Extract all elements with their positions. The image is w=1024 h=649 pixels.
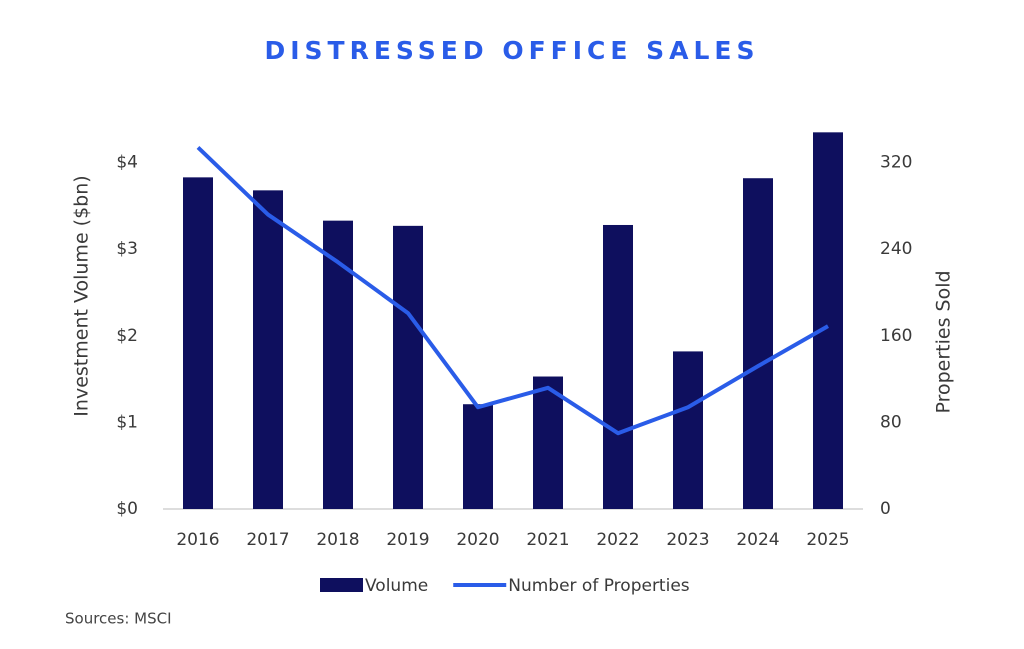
bar [393,225,423,510]
y-tick-label: $3 [116,239,138,259]
y2-tick-label: 160 [880,326,912,346]
y2-tick-label: 320 [880,153,912,173]
y2-tick-label: 240 [880,239,912,259]
chart-title: DISTRESSED OFFICE SALES [264,36,759,65]
legend-label: Volume [365,576,428,596]
x-tick-label: 2017 [246,530,289,550]
bar [463,404,493,509]
source-note: Sources: MSCI [65,610,172,628]
y-tick-label: $1 [116,412,138,432]
x-tick-label: 2023 [666,530,709,550]
bar [743,178,773,510]
line [196,146,829,436]
x-tick-label: 2022 [596,530,639,550]
x-tick-label: 2019 [386,530,429,550]
x-tick-label: 2025 [806,530,849,550]
x-tick-label: 2021 [526,530,569,550]
x-tick-label: 2018 [316,530,359,550]
bar [603,224,633,509]
y2-tick-label: 0 [880,499,891,519]
bar [813,132,843,510]
x-tick-label: 2024 [736,530,779,550]
bar [673,351,703,509]
y-tick-label: $0 [116,499,138,519]
legend-label: Number of Properties [508,576,690,596]
legend-swatch [320,578,363,592]
y2-tick-label: 80 [880,412,902,432]
x-tick-label: 2020 [456,530,499,550]
bar [533,376,563,509]
y2-axis-title: Properties Sold [933,270,955,413]
bar [183,177,213,509]
bar [253,190,283,509]
y-tick-label: $4 [116,153,138,173]
y-axis-title: Investment Volume ($bn) [71,175,93,416]
y-tick-label: $2 [116,326,138,346]
x-tick-label: 2016 [176,530,219,550]
